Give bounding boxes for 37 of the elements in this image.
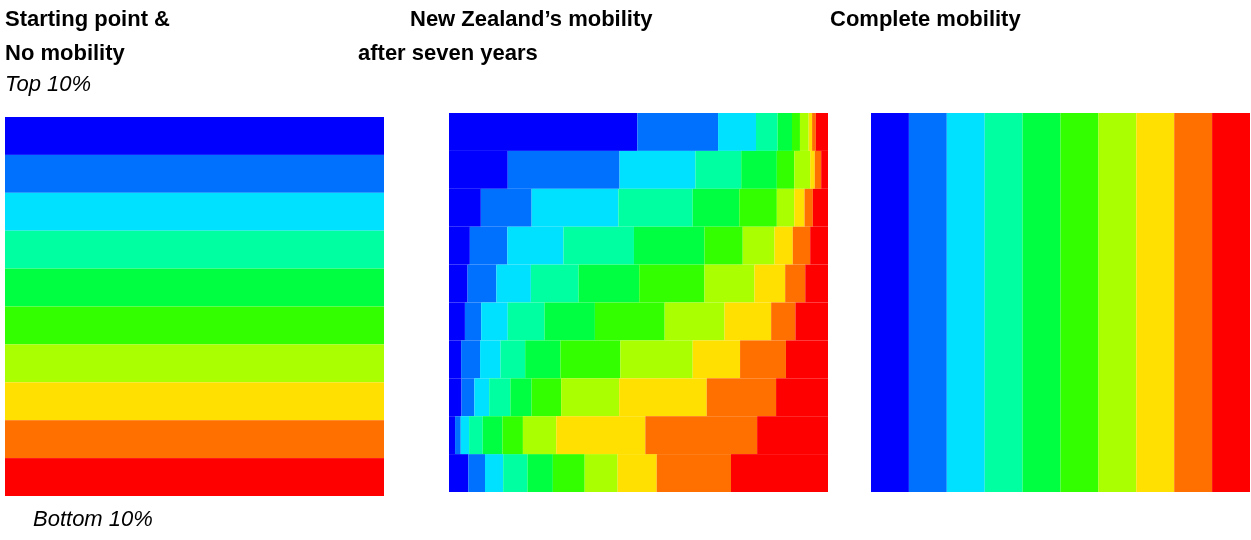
text: Bottom 10% <box>33 506 153 531</box>
bar <box>552 454 585 492</box>
bar <box>718 113 756 151</box>
bar <box>522 416 557 455</box>
bar <box>871 113 909 492</box>
bar <box>776 188 795 227</box>
bar <box>695 150 742 189</box>
text: Top 10% <box>5 71 92 96</box>
bar <box>527 454 553 492</box>
bar <box>1098 113 1137 492</box>
bar <box>741 150 777 189</box>
bar <box>619 150 696 189</box>
chart-title: Complete mobility <box>830 6 1022 31</box>
bar <box>946 113 985 492</box>
bar <box>469 416 483 455</box>
bar <box>482 416 503 455</box>
bar <box>1212 113 1250 492</box>
bar <box>502 416 523 455</box>
bar <box>485 454 504 492</box>
bar <box>561 378 620 417</box>
bar <box>1060 113 1099 492</box>
bar <box>503 454 528 492</box>
bar <box>1022 113 1061 492</box>
chart-title: New Zealand’s mobility after seven years <box>358 6 654 65</box>
bar <box>777 113 792 151</box>
bar <box>794 188 805 227</box>
bar <box>455 416 461 455</box>
bar <box>984 113 1023 492</box>
bar <box>637 113 719 151</box>
bar <box>460 416 470 455</box>
bar <box>1136 113 1175 492</box>
bar <box>1174 113 1213 492</box>
bar <box>755 113 778 151</box>
bar <box>468 454 486 492</box>
bar <box>584 454 618 492</box>
bar <box>908 113 947 492</box>
chart-title: Starting point & No mobility <box>5 6 171 65</box>
